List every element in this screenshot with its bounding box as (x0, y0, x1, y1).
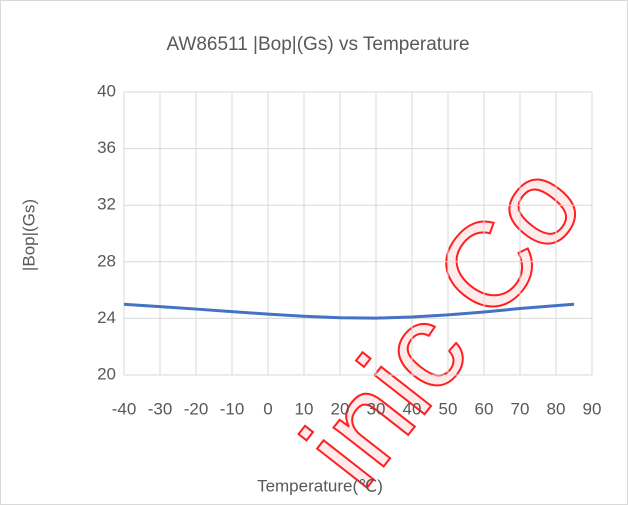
x-tick-label: 20 (331, 399, 350, 418)
x-tick-label: 10 (295, 399, 314, 418)
x-tick-label: 50 (439, 399, 458, 418)
chart-title: AW86511 |Bop|(Gs) vs Temperature (166, 34, 469, 55)
y-tick-label: 24 (97, 308, 116, 327)
x-tick-label: 60 (475, 399, 494, 418)
x-tick-label: 70 (511, 399, 530, 418)
x-axis-title: Temperature(℃) (257, 476, 383, 495)
x-tick-label: 0 (263, 399, 272, 418)
y-tick-label: 36 (97, 138, 116, 157)
x-tick-label: -30 (148, 399, 173, 418)
x-tick-label: 40 (403, 399, 422, 418)
x-tick-label: -40 (112, 399, 137, 418)
y-axis-title: |Bop|(Gs) (19, 199, 38, 271)
y-tick-label: 32 (97, 195, 116, 214)
line-series (123, 302, 575, 320)
y-tick-label: 20 (97, 364, 116, 383)
x-tick-label: -20 (184, 399, 209, 418)
x-tick-label: 30 (367, 399, 386, 418)
x-tick-label: -10 (220, 399, 245, 418)
y-tick-label: 40 (97, 81, 116, 100)
x-tick-label: 80 (547, 399, 566, 418)
y-tick-label: 28 (97, 251, 116, 270)
x-tick-label: 90 (583, 399, 602, 418)
